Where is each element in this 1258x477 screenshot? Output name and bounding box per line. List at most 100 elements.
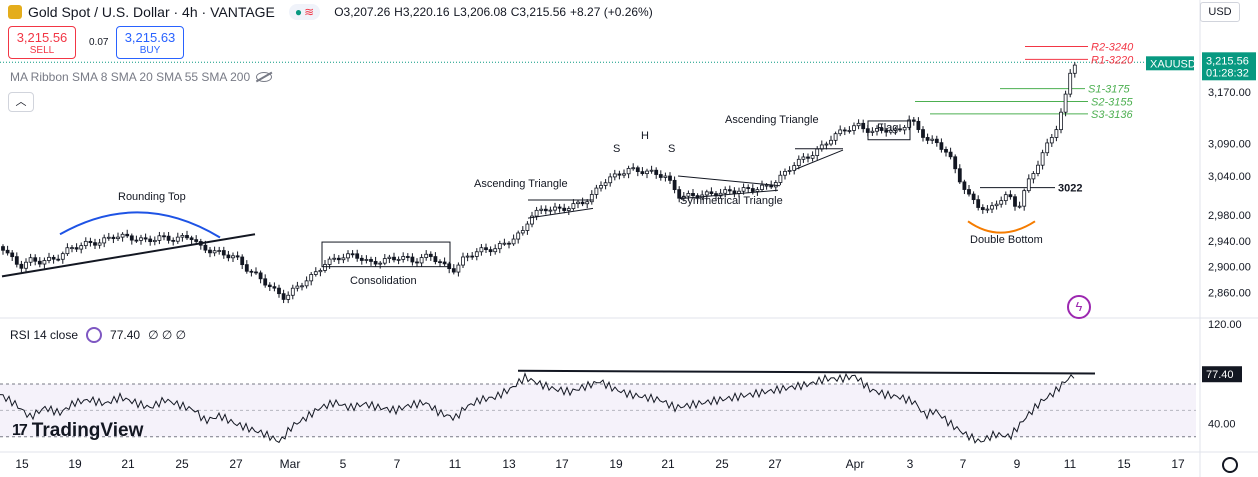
tradingview-logo: 17 TradingView	[12, 420, 143, 442]
candle-body	[212, 250, 217, 254]
candle-body	[1054, 129, 1059, 138]
candle-body	[539, 208, 544, 211]
candle-body	[267, 284, 272, 288]
candle-body	[488, 249, 493, 253]
candle-body	[157, 235, 162, 241]
candle-body	[240, 256, 245, 266]
candle-body	[944, 149, 948, 153]
gear-icon[interactable]	[1222, 457, 1238, 473]
candle-body	[543, 208, 548, 212]
ma-ribbon-legend[interactable]: MA Ribbon SMA 8 SMA 20 SMA 55 SMA 200	[10, 70, 273, 84]
candle-body	[994, 203, 999, 207]
candle-body	[258, 272, 263, 280]
candle-body	[792, 165, 797, 171]
candle-body	[461, 256, 465, 266]
candle-body	[369, 259, 373, 262]
rsi-tick-label: 40.00	[1208, 419, 1236, 431]
rsi-tick-label: 120.00	[1208, 319, 1242, 331]
candle-body	[507, 242, 511, 245]
candle-body	[709, 191, 714, 195]
y-tick-label: 2,980.00	[1208, 210, 1251, 222]
candle-body	[134, 239, 139, 242]
candle-body	[5, 249, 10, 254]
rsi-extra: ∅ ∅ ∅	[148, 328, 187, 342]
x-tick-label: 19	[68, 457, 82, 471]
candle-body	[985, 208, 990, 211]
candle-body	[336, 257, 341, 261]
candle-body	[1013, 196, 1017, 207]
candle-body	[677, 189, 682, 199]
asc-triangle-line	[527, 207, 594, 219]
candle-body	[42, 260, 47, 265]
candle-body	[603, 182, 608, 186]
candle-body	[622, 173, 626, 176]
candle-body	[879, 128, 884, 131]
candle-body	[852, 125, 856, 131]
candle-body	[194, 239, 199, 242]
candle-body	[824, 143, 829, 146]
candle-body	[295, 285, 300, 289]
x-tick-label: 19	[609, 457, 623, 471]
candle-body	[571, 203, 576, 209]
candle-body	[217, 250, 222, 252]
candle-body	[760, 184, 764, 191]
candle-body	[520, 230, 525, 234]
symbol-title[interactable]: Gold Spot / U.S. Dollar · 4h · VANTAGE	[28, 4, 275, 20]
candle-body	[773, 182, 778, 188]
pattern-annotation: Flag	[877, 122, 898, 134]
candle-body	[806, 156, 810, 159]
lightning-icon[interactable]: ϟ	[1067, 295, 1091, 319]
candle-body	[585, 201, 590, 205]
buy-button[interactable]: 3,215.63 BUY	[116, 26, 184, 59]
candle-body	[424, 253, 429, 258]
candle-body	[1017, 205, 1022, 208]
candle-body	[562, 207, 567, 211]
candle-body	[856, 122, 861, 127]
candle-body	[111, 236, 116, 240]
ohlc-close: C3,215.56	[510, 5, 567, 19]
ohlc-open: O3,207.26	[334, 5, 391, 19]
candle-body	[56, 258, 61, 261]
x-tick-label: 7	[394, 457, 401, 471]
candle-body	[249, 270, 254, 273]
candle-body	[1036, 164, 1040, 174]
candle-body	[783, 170, 787, 176]
candle-body	[47, 256, 51, 261]
rsi-settings-icon[interactable]	[86, 327, 103, 343]
market-status-pill[interactable]: ● ≋	[288, 4, 321, 20]
candle-body	[392, 256, 396, 261]
rsi-value-tag	[1202, 366, 1242, 383]
rsi-value-tag-label: 77.40	[1206, 369, 1234, 381]
candle-body	[838, 129, 843, 135]
hide-eye-icon[interactable]	[256, 72, 273, 82]
candle-body	[175, 236, 180, 242]
candle-body	[990, 205, 994, 210]
candle-body	[484, 247, 488, 250]
collapse-legend-button[interactable]: ︿	[8, 92, 34, 112]
candle-body	[810, 155, 815, 159]
rsi-label: RSI 14 close	[10, 328, 79, 342]
x-tick-label: 9	[1014, 457, 1021, 471]
x-tick-label: 27	[768, 457, 782, 471]
candle-body	[171, 239, 176, 242]
candle-body	[272, 286, 277, 289]
x-tick-label: 15	[1117, 457, 1131, 471]
sell-price: 3,215.56	[16, 30, 68, 45]
candle-body	[833, 133, 838, 141]
currency-button[interactable]: USD	[1200, 2, 1240, 22]
candle-body	[226, 254, 231, 259]
candle-body	[37, 260, 42, 265]
market-open-icon: ●	[294, 5, 303, 19]
candle-body	[33, 257, 38, 262]
candle-body	[254, 271, 258, 274]
candle-body	[686, 193, 691, 197]
candle-body	[511, 238, 516, 245]
sell-button[interactable]: 3,215.56 SELL	[8, 26, 76, 59]
rsi-legend[interactable]: RSI 14 close 77.40 ∅ ∅ ∅	[10, 327, 186, 343]
candle-body	[148, 238, 153, 243]
candle-body	[143, 237, 148, 240]
candle-body	[1031, 173, 1036, 180]
candle-body	[10, 252, 15, 258]
candle-body	[277, 287, 281, 295]
